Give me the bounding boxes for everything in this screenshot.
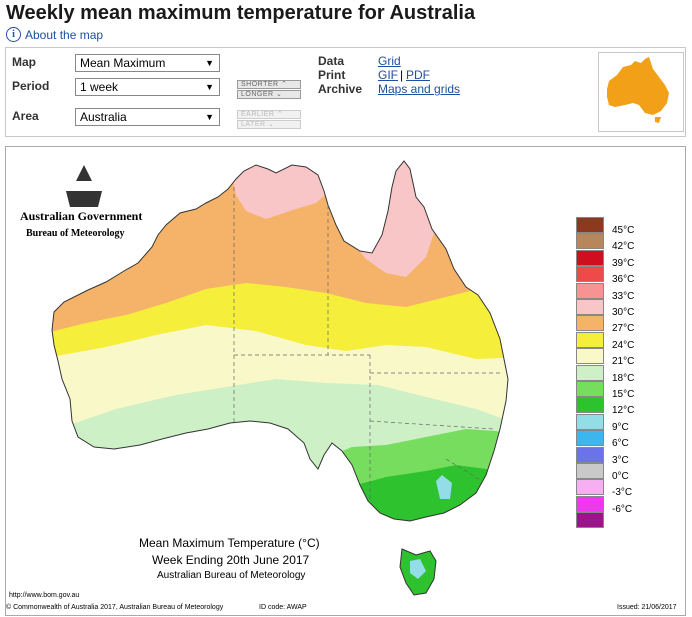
legend-swatch: [576, 495, 604, 512]
legend-label: 15°C: [612, 389, 635, 400]
dropdown-arrow-icon: ▼: [205, 58, 214, 68]
print-label: Print: [318, 68, 346, 82]
legend-label: 6°C: [612, 438, 629, 450]
legend-label: 0°C: [612, 471, 629, 482]
legend-label: 33°C: [612, 290, 635, 302]
map-select[interactable]: Mean Maximum ▼: [75, 54, 220, 72]
legend-swatch: [576, 348, 604, 365]
maps-grids-link[interactable]: Maps and grids: [378, 82, 461, 96]
legend-label: 18°C: [612, 372, 635, 384]
legend-swatch: [576, 217, 604, 233]
area-select-value: Australia: [80, 110, 127, 124]
legend-label: 30°C: [612, 307, 635, 318]
map-caption-title: Mean Maximum Temperature (°C): [139, 536, 320, 550]
chevron-down-icon: ⌄: [276, 91, 283, 98]
chevron-up-icon: ⌃: [276, 111, 284, 118]
legend-swatch: [576, 446, 604, 463]
dropdown-arrow-icon: ▼: [205, 82, 214, 92]
grid-link[interactable]: Grid: [378, 54, 401, 68]
gov-title: Australian Government: [20, 209, 143, 223]
dropdown-arrow-icon: ▼: [205, 112, 214, 122]
earlier-button[interactable]: EARLIER ⌃: [237, 110, 301, 119]
period-label: Period: [12, 79, 50, 93]
chevron-down-icon: ⌄: [268, 121, 275, 128]
gif-link[interactable]: GIF: [378, 68, 398, 82]
longer-button[interactable]: LONGER ⌄: [237, 90, 301, 99]
pdf-link[interactable]: PDF: [406, 68, 430, 82]
legend-label: 9°C: [612, 421, 629, 433]
legend-label: -6°C: [612, 503, 633, 515]
id-code: ID code: AWAP: [259, 604, 307, 611]
info-icon: i: [6, 27, 21, 42]
period-select-value: 1 week: [80, 80, 119, 94]
legend-swatch: [576, 282, 604, 299]
print-separator: |: [400, 68, 404, 82]
legend-label: 45°C: [612, 225, 635, 236]
legend-label: 12°C: [612, 405, 635, 417]
copyright-text: © Commonwealth of Australia 2017, Austra…: [6, 604, 224, 611]
legend-swatch: [576, 463, 604, 479]
temperature-map: Australian Government Bureau of Meteorol…: [5, 146, 686, 616]
legend-swatch: [576, 364, 604, 381]
legend-swatch: [576, 299, 604, 315]
legend-swatch: [576, 413, 604, 430]
legend-swatch: [576, 479, 604, 496]
map-caption-week: Week Ending 20th June 2017: [152, 553, 310, 567]
legend-swatch: [576, 266, 604, 283]
later-button[interactable]: LATER ⌄: [237, 120, 301, 129]
legend-label: 36°C: [612, 274, 635, 286]
legend-label: -3°C: [612, 487, 633, 499]
legend-swatch: [576, 331, 604, 348]
map-select-value: Mean Maximum: [80, 56, 166, 70]
legend-label: 21°C: [612, 356, 635, 368]
area-thumbnail-map[interactable]: [598, 52, 684, 132]
legend-label: 39°C: [612, 257, 635, 269]
legend-label: 27°C: [612, 323, 635, 335]
data-label: Data: [318, 54, 345, 68]
bom-url: http://www.bom.gov.au: [9, 592, 80, 599]
legend-label: 24°C: [612, 339, 635, 351]
chevron-up-icon: ⌃: [281, 81, 288, 88]
legend-swatch: [576, 381, 604, 397]
map-label: Map: [12, 55, 36, 69]
shorter-button[interactable]: SHORTER ⌃: [237, 80, 301, 89]
issued-date: Issued: 21/06/2017: [617, 604, 677, 611]
gov-subtitle: Bureau of Meteorology: [26, 228, 125, 239]
page-title: Weekly mean maximum temperature for Aust…: [6, 2, 476, 24]
legend-swatch: [576, 512, 604, 529]
legend-swatch: [576, 233, 604, 250]
legend-swatch: [576, 430, 604, 447]
australia-thumbnail: [607, 57, 669, 123]
about-map-label[interactable]: About the map: [25, 27, 104, 42]
map-caption-org: Australian Bureau of Meteorology: [157, 570, 306, 581]
area-select[interactable]: Australia ▼: [75, 108, 220, 126]
australia-map: [51, 160, 509, 596]
legend-swatch: [576, 315, 604, 332]
controls-panel: Map Mean Maximum ▼ Period 1 week ▼ SHORT…: [5, 47, 686, 137]
legend-label: 3°C: [612, 454, 629, 466]
archive-label: Archive: [318, 82, 363, 96]
coat-of-arms-icon: [66, 165, 102, 207]
legend-label: 42°C: [612, 241, 635, 253]
area-label: Area: [12, 109, 39, 123]
legend-swatch: [576, 249, 604, 266]
legend-swatch: [576, 397, 604, 414]
about-map-link[interactable]: i About the map: [6, 27, 103, 42]
period-select[interactable]: 1 week ▼: [75, 78, 220, 96]
